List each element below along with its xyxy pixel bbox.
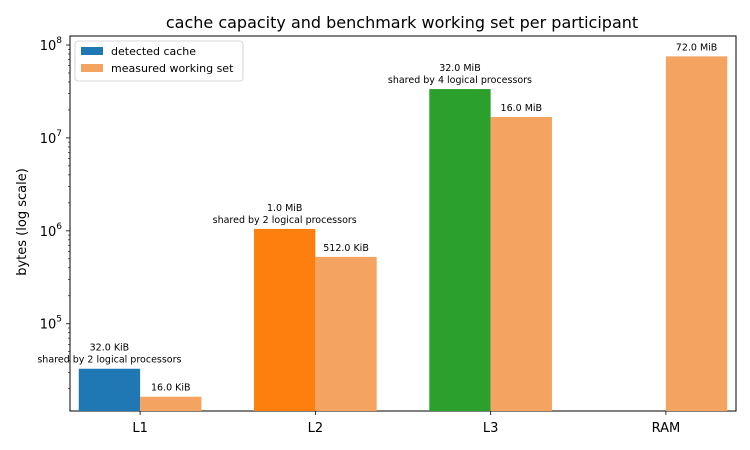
x-tick-label: L2 — [308, 421, 324, 436]
data-label: 72.0 MiB — [676, 42, 718, 53]
data-label: shared by 2 logical processors — [213, 215, 357, 226]
bar — [315, 256, 377, 411]
data-label: 32.0 KiB — [90, 343, 130, 354]
bar — [140, 396, 202, 411]
chart-title: cache capacity and benchmark working set… — [166, 13, 638, 32]
legend-label: detected cache — [111, 45, 196, 58]
y-axis-label: bytes (log scale) — [15, 168, 30, 276]
y-tick-label: 107 — [40, 129, 62, 147]
legend-box — [74, 40, 244, 82]
data-label: 16.0 KiB — [151, 383, 191, 394]
y-tick-label: 106 — [40, 222, 63, 240]
axes-frame — [69, 35, 737, 412]
y-tick-label: 105 — [40, 315, 62, 333]
bar — [665, 56, 728, 411]
legend-swatch — [81, 47, 103, 55]
bar — [490, 117, 552, 412]
x-tick-label: RAM — [652, 421, 681, 436]
x-tick-label: L3 — [483, 421, 499, 436]
data-label: shared by 4 logical processors — [388, 75, 532, 86]
legend: detected cache measured working set — [74, 40, 244, 82]
data-label: 16.0 MiB — [501, 103, 543, 114]
legend-swatch — [81, 64, 103, 72]
x-tick-label: L1 — [132, 421, 148, 436]
data-label: 1.0 MiB — [267, 203, 302, 214]
data-label: 512.0 KiB — [323, 243, 369, 254]
legend-label: measured working set — [111, 62, 234, 75]
data-label: 32.0 MiB — [439, 63, 481, 74]
y-tick-label: 108 — [40, 36, 63, 54]
bar — [429, 89, 491, 411]
bar — [78, 368, 141, 411]
data-label: shared by 2 logical processors — [37, 355, 181, 366]
bar — [254, 228, 316, 411]
